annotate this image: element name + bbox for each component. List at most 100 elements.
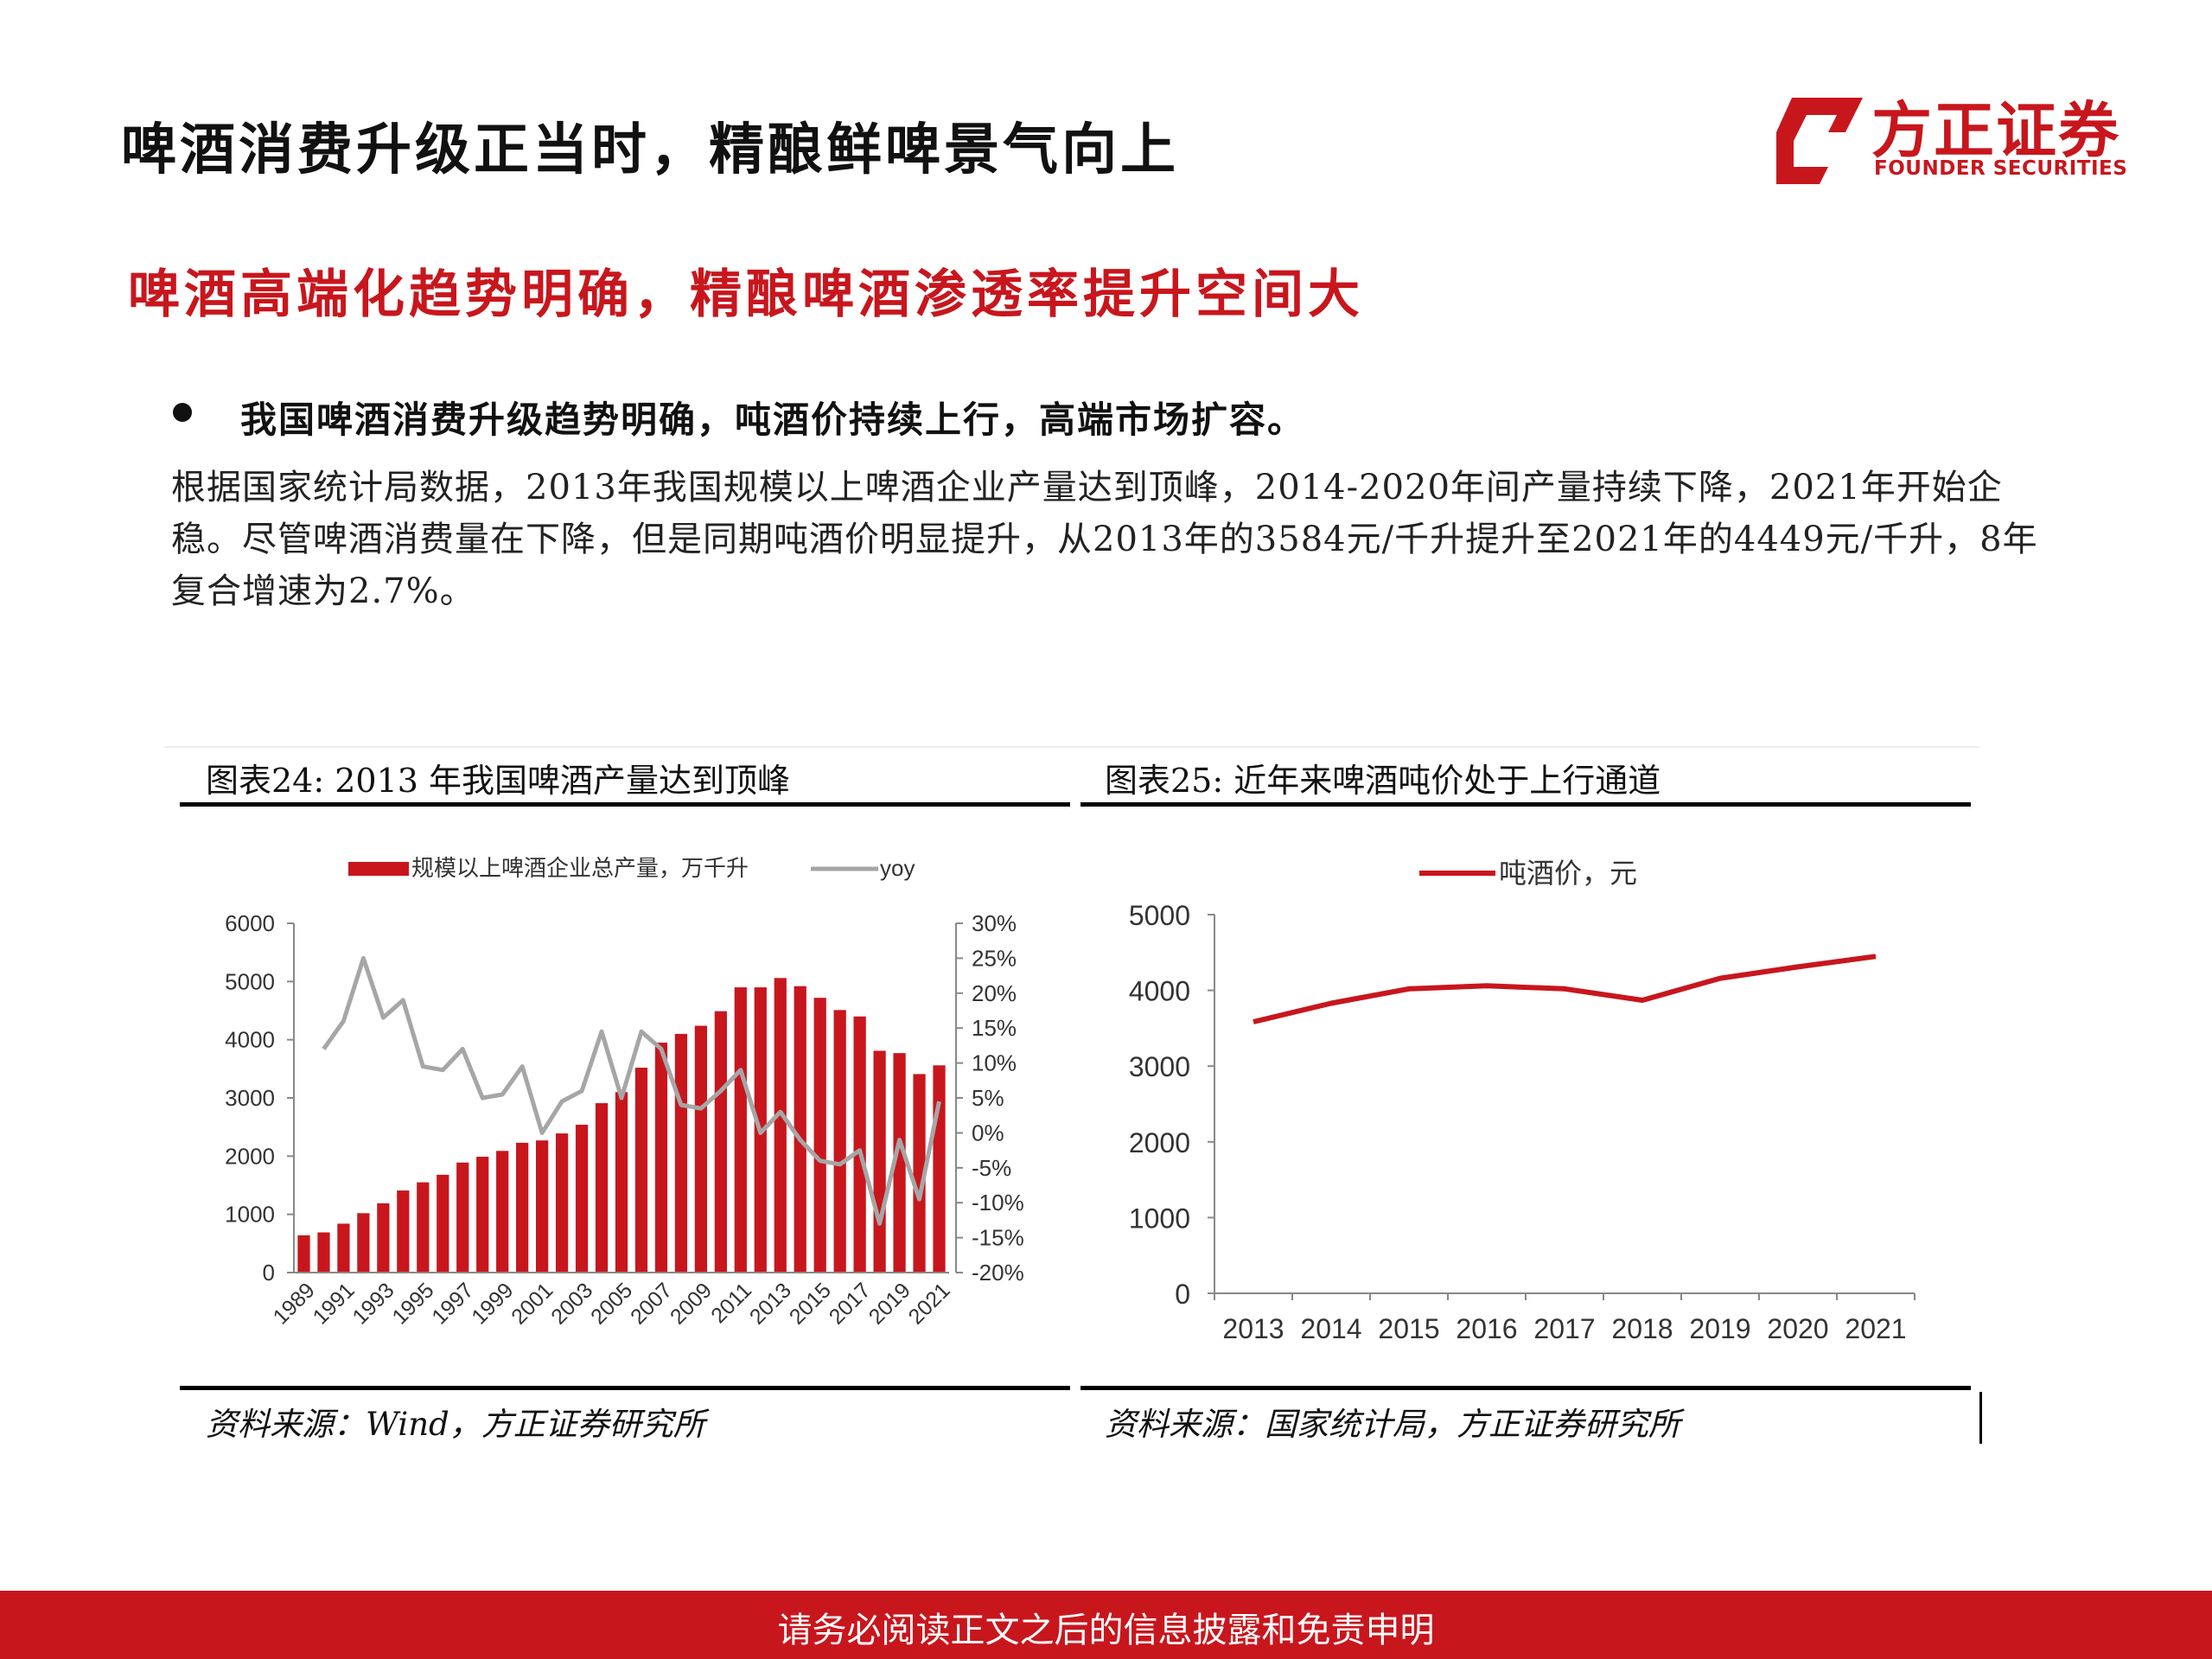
chart-24-right-tick-label: -10% [972, 1190, 1024, 1216]
chart-24-x-tick-label: 2013 [745, 1278, 796, 1329]
chart-24-left-tick-label: 0 [263, 1260, 275, 1286]
legend-swatch-production [348, 862, 409, 876]
chart-24-x-tick-label: 2001 [507, 1278, 558, 1329]
figure-24-bottom-rule [180, 1386, 1070, 1390]
chart-24-bar [913, 1074, 926, 1273]
chart-25-x-tick-label: 2018 [1611, 1313, 1673, 1344]
chart-24-bar [377, 1203, 390, 1273]
chart-24-bar [813, 998, 826, 1273]
footer-bar [0, 1591, 2212, 1659]
chart-24-bar [654, 1043, 668, 1273]
chart-24: 规模以上啤酒企业总产量，万千升 yoy 0 1000 2000 3000 4000 500… [225, 855, 1024, 1330]
chart-24-x-tick-label: 1991 [309, 1278, 360, 1329]
chart-24-right-tick-label: 10% [972, 1050, 1017, 1076]
logo-mark-icon [1776, 98, 1863, 184]
chart-24-bar [634, 1067, 648, 1273]
logo [1763, 82, 2144, 186]
chart-24-bar [317, 1232, 330, 1273]
chart-24-x-tick-label: 2005 [586, 1278, 637, 1329]
chart-24-x-tick-label: 2017 [825, 1278, 876, 1329]
body-paragraph: 根据国家统计局数据，2013年我国规模以上啤酒企业产量达到顶峰，2014-202… [171, 468, 2038, 611]
chart-24-left-tick-label: 1000 [225, 1202, 275, 1228]
figure-frame-top-line [164, 746, 1979, 748]
figure-25-top-rule [1081, 802, 1971, 807]
chart-24-right-tick-label: 25% [972, 945, 1017, 971]
chart-25-y-tick-label: 4000 [1129, 976, 1190, 1007]
figure-25-right-border [1979, 1392, 1982, 1444]
chart-24-right-tick-label: -5% [972, 1155, 1011, 1181]
chart-24-bar [397, 1190, 410, 1273]
chart-24-bar [893, 1053, 906, 1273]
chart-25-y-tick-label: 1000 [1129, 1203, 1190, 1234]
figure-24-top-rule [180, 802, 1070, 807]
chart-25-x-tick-label: 2020 [1767, 1313, 1828, 1344]
chart-24-bar [575, 1124, 589, 1273]
chart-25-y-tick-label: 0 [1175, 1279, 1190, 1310]
chart-24-bar [437, 1174, 449, 1273]
legend-label-price: 吨酒价，元 [1499, 858, 1637, 889]
chart-25-x-tick-label: 2019 [1689, 1313, 1750, 1344]
chart-24-bar [476, 1157, 489, 1273]
chart-24-right-tick-label: 5% [972, 1085, 1004, 1111]
chart-24-left-tick-label: 4000 [225, 1027, 275, 1053]
figure-24-source: 资料来源：Wind，方正证券研究所 [206, 1406, 705, 1443]
bullet-heading: 我国啤酒消费升级趋势明确，吨酒价持续上行，高端市场扩容。 [240, 399, 1306, 441]
chart-24-bar [873, 1050, 886, 1273]
chart-25-y-tick-label: 2000 [1129, 1127, 1190, 1158]
logo-text-en: FOUNDER SECURITIES [1874, 157, 2128, 180]
chart-24-right-tick-label: 15% [972, 1015, 1017, 1041]
chart-24-x-tick-label: 2009 [666, 1278, 717, 1329]
figure-25-source: 资料来源：国家统计局，方正证券研究所 [1105, 1406, 1680, 1443]
chart-24-bar [337, 1223, 350, 1273]
chart-24-right-tick-label: 0% [972, 1120, 1004, 1145]
chart-24-yoy-line [322, 955, 941, 1226]
bullet-dot-icon [173, 403, 192, 422]
chart-24-right-tick-label: 20% [972, 980, 1017, 1006]
chart-24-left-tick-label: 5000 [225, 968, 275, 994]
chart-25-x-tick-label: 2015 [1378, 1313, 1439, 1344]
chart-24-x-tick-label: 1989 [269, 1278, 320, 1329]
chart-24-bar [456, 1162, 469, 1273]
chart-24-x-tick-label: 2015 [785, 1278, 836, 1329]
chart-25-x-tick-label: 2016 [1456, 1313, 1517, 1344]
footer-disclaimer: 请务必阅读正文之后的信息披露和免责申明 [777, 1611, 1435, 1650]
chart-24-x-tick-label: 2003 [546, 1278, 597, 1329]
chart-24-x-tick-label: 1999 [467, 1278, 518, 1329]
chart-25-x-tick-label: 2013 [1222, 1313, 1284, 1344]
chart-24-x-tick-label: 2011 [706, 1278, 756, 1328]
chart-24-x-tick-label: 1995 [387, 1278, 438, 1329]
chart-24-x-tick-label: 1997 [427, 1278, 478, 1329]
chart-24-bar [615, 1092, 628, 1273]
chart-24-bar [734, 987, 747, 1273]
chart-24-x-tick-label: 2007 [626, 1278, 677, 1329]
chart-24-right-tick-label: 30% [972, 910, 1017, 936]
chart-24-bar [417, 1182, 430, 1273]
chart-24-bar [674, 1033, 688, 1273]
chart-24-bar [297, 1235, 310, 1273]
chart-24-bar [555, 1133, 569, 1273]
chart-25-legend: 吨酒价，元 [1419, 858, 1637, 889]
chart-25-x-tick-label: 2014 [1300, 1313, 1361, 1344]
chart-24-bar [774, 978, 787, 1273]
chart-24-bar [933, 1065, 946, 1273]
page-title: 啤酒消费升级正当时，精酿鲜啤景气向上 [121, 118, 1179, 182]
figure-25-bottom-rule [1081, 1386, 1971, 1390]
chart-24-left-tick-label: 3000 [225, 1085, 275, 1111]
chart-24-left-tick-label: 2000 [225, 1143, 275, 1169]
chart-24-left-tick-label: 6000 [225, 910, 275, 936]
chart-24-bar [694, 1025, 707, 1273]
chart-24-bar [714, 1011, 727, 1273]
logo-text-cn: 方正证券 [1871, 95, 2120, 166]
chart-25-x-tick-label: 2017 [1533, 1313, 1595, 1344]
chart-24-x-tick-label: 1993 [347, 1278, 398, 1329]
chart-24-legend: 规模以上啤酒企业总产量，万千升 yoy [348, 855, 915, 881]
chart-24-bar [794, 986, 806, 1273]
chart-24-bar [833, 1010, 846, 1273]
section-subtitle: 啤酒高端化趋势明确，精酿啤酒渗透率提升空间大 [128, 265, 1364, 325]
chart-24-bar [357, 1213, 370, 1273]
legend-label-production: 规模以上啤酒企业总产量，万千升 [411, 855, 749, 881]
chart-25: 吨酒价，元 0 1000 2000 3000 4000 5000 2013 2014 2015 2… [1129, 858, 1916, 1344]
chart-25-y-tick-label: 5000 [1129, 900, 1190, 931]
chart-24-x-tick-label: 2021 [904, 1278, 955, 1329]
chart-25-y-tick-label: 3000 [1129, 1051, 1190, 1082]
